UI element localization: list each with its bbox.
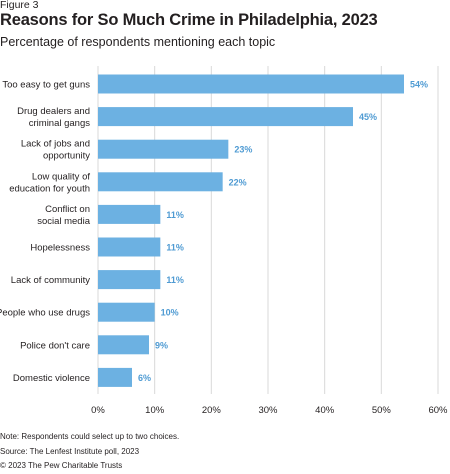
bars bbox=[98, 74, 404, 387]
value-label: 11% bbox=[166, 243, 184, 253]
category-labels: Too easy to get guns Drug dealers and crim… bbox=[0, 80, 91, 384]
bar bbox=[98, 107, 353, 127]
chart-subtitle: Percentage of respondents mentioning eac… bbox=[0, 35, 276, 49]
category-label: Low quality of education for youth bbox=[9, 171, 90, 194]
x-tick-label: 20% bbox=[202, 405, 222, 416]
x-tick-label: 40% bbox=[315, 405, 335, 416]
bar bbox=[98, 270, 161, 290]
value-label: 6% bbox=[138, 373, 151, 383]
bar bbox=[98, 367, 132, 387]
category-label: Hopelessness bbox=[30, 243, 90, 254]
category-label: Domestic violence bbox=[13, 373, 90, 384]
value-label: 9% bbox=[155, 340, 168, 350]
category-label: Lack of jobs and opportunity bbox=[21, 139, 90, 162]
bar bbox=[98, 139, 229, 159]
x-tick-label: 60% bbox=[428, 405, 448, 416]
bar-chart: Too easy to get guns Drug dealers and crim… bbox=[0, 66, 448, 416]
bar bbox=[98, 74, 404, 94]
value-label: 11% bbox=[166, 210, 184, 220]
x-tick-label: 10% bbox=[145, 405, 165, 416]
value-label: 10% bbox=[161, 308, 179, 318]
chart-title: Reasons for So Much Crime in Philadelphi… bbox=[0, 11, 378, 29]
x-tick-label: 0% bbox=[91, 405, 105, 416]
x-tick-label: 50% bbox=[372, 405, 392, 416]
category-label: Police don't care bbox=[20, 340, 90, 351]
value-label: 54% bbox=[410, 80, 428, 90]
category-label: Too easy to get guns bbox=[2, 80, 90, 91]
bar bbox=[98, 204, 161, 224]
value-label: 45% bbox=[359, 112, 377, 122]
category-label: Conflict on social media bbox=[37, 204, 91, 227]
note-text: Note: Respondents could select up to two… bbox=[0, 432, 180, 441]
source-text: Source: The Lenfest Institute poll, 2023 bbox=[0, 446, 140, 456]
notes: Note: Respondents could select up to two… bbox=[0, 430, 450, 474]
value-label: 23% bbox=[234, 145, 252, 155]
value-labels: 54% 45% 23% 22% 11% 11% 11% 10% 9% 6% bbox=[138, 80, 428, 383]
value-label: 22% bbox=[229, 177, 247, 187]
bar bbox=[98, 335, 149, 355]
figure-label: Figure 3 bbox=[0, 0, 39, 11]
x-tick-label: 30% bbox=[258, 405, 278, 416]
copyright-text: © 2023 The Pew Charitable Trusts bbox=[0, 461, 123, 470]
value-label: 11% bbox=[166, 275, 184, 285]
bar bbox=[98, 172, 223, 192]
category-label: People who use drugs bbox=[0, 308, 90, 319]
bar bbox=[98, 302, 155, 322]
category-label: Drug dealers and criminal gangs bbox=[17, 106, 90, 129]
bar bbox=[98, 237, 161, 257]
category-label: Lack of community bbox=[11, 275, 90, 286]
x-axis-ticks: 0% 10% 20% 30% 40% 50% 60% bbox=[91, 405, 448, 416]
